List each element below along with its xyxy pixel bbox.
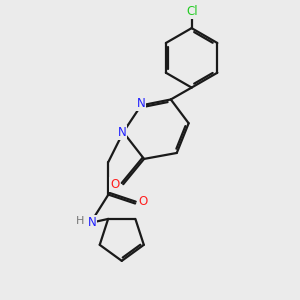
- Text: H: H: [76, 216, 84, 226]
- Text: Cl: Cl: [186, 5, 198, 18]
- Text: N: N: [137, 98, 146, 110]
- Text: O: O: [110, 178, 120, 191]
- Text: N: N: [88, 216, 96, 229]
- Text: O: O: [139, 195, 148, 208]
- Text: N: N: [117, 126, 126, 139]
